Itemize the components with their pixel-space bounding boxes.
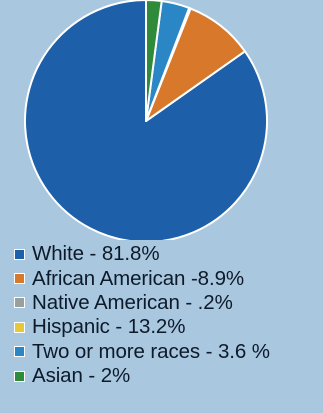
pie-chart: [23, 0, 268, 240]
legend-label: Hispanic - 13.2%: [32, 315, 186, 339]
pie-slice-4: [145, 0, 163, 122]
legend-item: African American -8.9%: [14, 266, 270, 290]
legend-item: Hispanic - 13.2%: [14, 315, 270, 339]
legend-swatch: [14, 248, 25, 260]
legend-item: Asian - 2%: [14, 364, 270, 388]
legend-swatch: [14, 321, 25, 333]
pie-chart-svg: [23, 0, 268, 240]
legend-label: Asian - 2%: [32, 364, 131, 388]
legend-swatch: [14, 370, 25, 382]
legend-label: African American -8.9%: [32, 266, 244, 290]
legend-item: White - 81.8%: [14, 242, 270, 266]
legend-label: Two or more races - 3.6 %: [32, 339, 270, 363]
legend-label: Native American - .2%: [32, 290, 233, 314]
legend-swatch: [14, 273, 25, 285]
legend-swatch: [14, 297, 25, 309]
legend-item: Two or more races - 3.6 %: [14, 340, 270, 364]
legend-label: White - 81.8%: [32, 242, 160, 266]
chart-legend: White - 81.8% African American -8.9% Nativ…: [14, 242, 270, 388]
legend-swatch: [14, 346, 25, 358]
legend-item: Native American - .2%: [14, 291, 270, 315]
